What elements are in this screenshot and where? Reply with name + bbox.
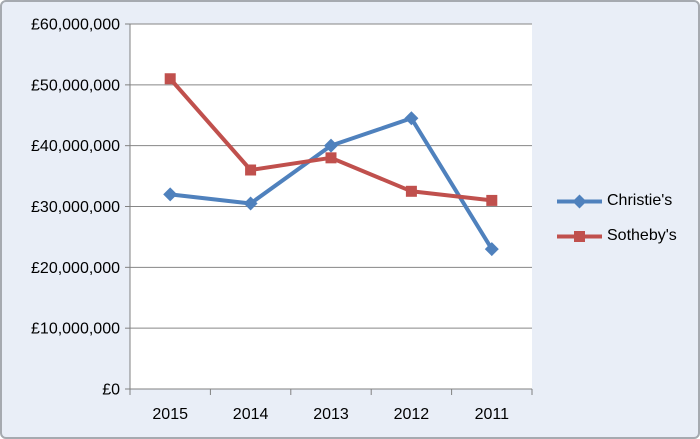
y-tick-label: £10,000,000	[31, 321, 120, 338]
y-tick-label: £60,000,000	[31, 17, 120, 34]
data-point-sothebys-2012[interactable]	[405, 185, 417, 197]
data-point-christies-2013[interactable]	[324, 138, 338, 153]
data-point-sothebys-2011[interactable]	[486, 194, 498, 206]
y-tick-label: £0	[102, 382, 120, 399]
data-point-christies-2014[interactable]	[243, 196, 258, 211]
data-point-christies-2015[interactable]	[163, 187, 178, 202]
legend-label-sothebys: Sotheby's	[607, 227, 677, 244]
data-point-sothebys-2014[interactable]	[245, 164, 257, 176]
data-point-sothebys-2013[interactable]	[325, 152, 337, 164]
legend: Christie's Sotheby's	[556, 190, 677, 260]
data-point-christies-2011[interactable]	[484, 242, 499, 257]
y-tick-label: £20,000,000	[31, 260, 120, 277]
data-point-christies-2012[interactable]	[404, 111, 419, 126]
x-tick-label-2013: 2013	[313, 406, 349, 423]
y-tick-label: £40,000,000	[31, 138, 120, 155]
legend-item-sothebys[interactable]: Sotheby's	[556, 225, 677, 247]
christies-line-marker-icon	[557, 194, 602, 208]
y-tick-label: £30,000,000	[31, 199, 120, 216]
y-tick-label: £50,000,000	[31, 77, 120, 94]
data-point-sothebys-2015[interactable]	[164, 73, 176, 85]
x-tick-label-2014: 2014	[233, 406, 269, 423]
x-tick-label-2012: 2012	[394, 406, 430, 423]
legend-label-christies: Christie's	[607, 192, 673, 209]
legend-item-christies[interactable]: Christie's	[556, 190, 677, 212]
x-tick-label-2015: 2015	[152, 406, 188, 423]
sothebys-line-marker-icon	[557, 230, 602, 242]
x-tick-label-2011: 2011	[475, 406, 510, 423]
